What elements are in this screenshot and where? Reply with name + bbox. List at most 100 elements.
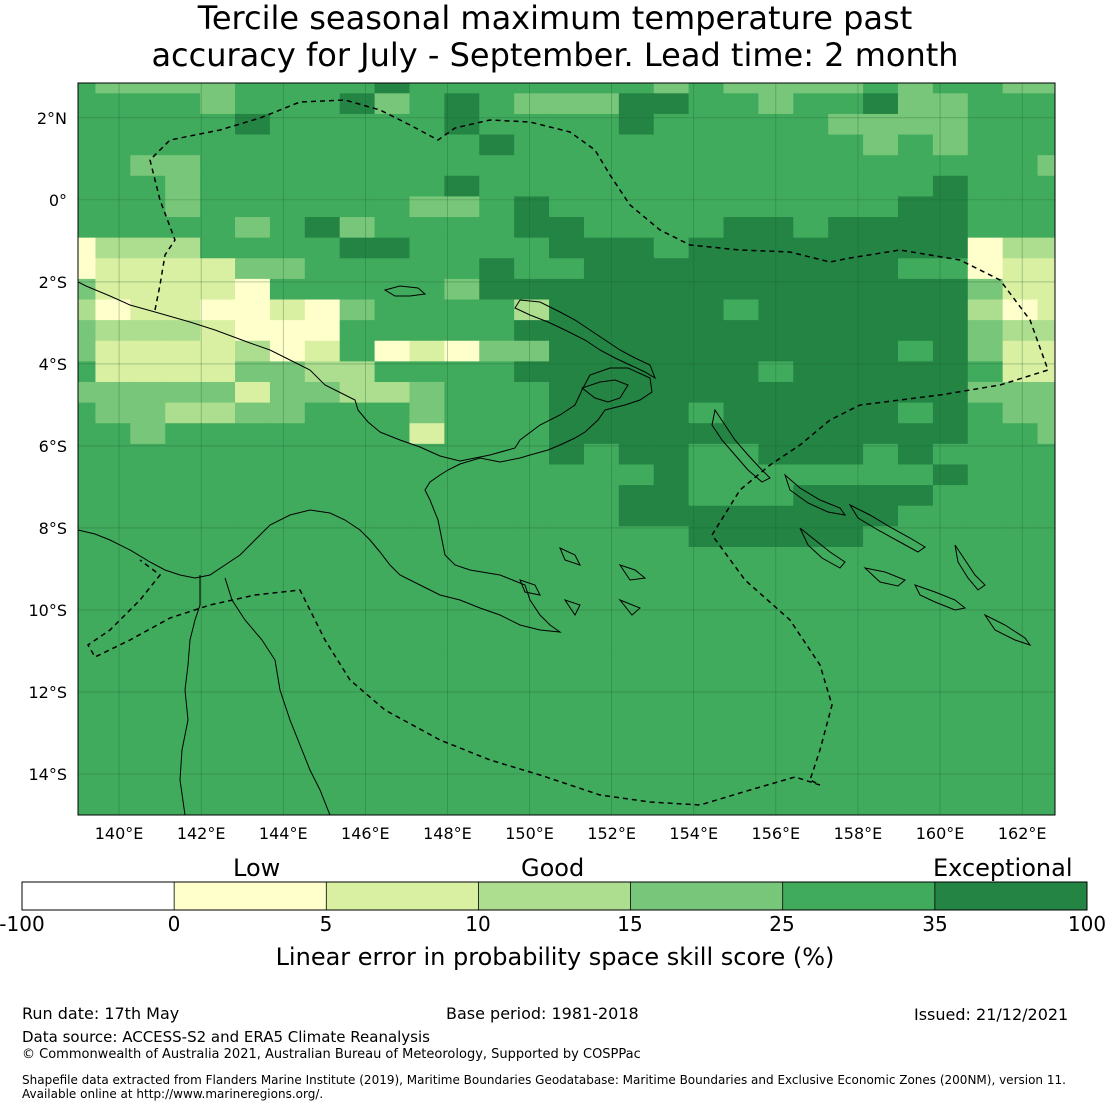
grid-cell <box>583 320 620 342</box>
grid-cell <box>235 258 271 280</box>
grid-cell <box>897 361 934 383</box>
grid-cell <box>95 402 131 424</box>
grid-cell <box>793 670 829 692</box>
grid-cell <box>269 83 306 94</box>
grid-cell <box>967 485 1004 507</box>
grid-cell <box>200 670 236 692</box>
grid-cell <box>78 299 97 321</box>
grid-cell <box>409 320 445 342</box>
grid-cell <box>793 423 829 445</box>
grid-cell <box>130 278 166 301</box>
grid-cell <box>793 83 829 94</box>
grid-cell <box>583 217 620 239</box>
grid-cell <box>339 443 376 466</box>
grid-cell <box>130 526 166 548</box>
grid-cell <box>165 464 201 486</box>
grid-cell <box>514 340 550 362</box>
grid-cell <box>653 505 690 527</box>
grid-cell <box>932 753 969 775</box>
colorbar-tick: 100 <box>1067 912 1107 936</box>
grid-cell <box>1002 217 1039 239</box>
grid-cell <box>967 732 1004 754</box>
grid-cell <box>339 670 376 692</box>
grid-cell <box>95 567 131 589</box>
grid-cell <box>95 773 131 795</box>
grid-cell <box>200 691 236 713</box>
grid-cell <box>583 299 620 321</box>
chart-title-line-1: Tercile seasonal maximum temperature pas… <box>197 0 913 37</box>
grid-cell <box>409 773 445 795</box>
grid-cell <box>304 175 341 198</box>
grid-cell <box>444 753 480 775</box>
grid-cell <box>304 546 341 569</box>
grid-cell <box>549 113 585 136</box>
grid-cell <box>828 299 864 321</box>
grid-cell <box>165 175 201 198</box>
grid-cell <box>409 526 445 548</box>
grid-cell <box>130 691 166 713</box>
grid-cell <box>653 402 690 424</box>
grid-cell <box>828 93 864 115</box>
grid-cell <box>479 546 515 569</box>
grid-cell <box>932 485 969 507</box>
grid-cell <box>479 691 515 713</box>
grid-cell <box>78 217 97 239</box>
grid-cell <box>165 93 201 115</box>
grid-cell <box>549 567 585 589</box>
grid-cell <box>967 588 1004 610</box>
grid-cell <box>932 299 969 321</box>
grid-cell <box>828 485 864 507</box>
longitude-label: 158°E <box>834 824 883 843</box>
grid-cell <box>688 794 725 815</box>
grid-cell <box>897 340 934 362</box>
grid-cell <box>793 608 829 631</box>
grid-cell <box>374 464 411 486</box>
grid-cell <box>374 237 411 259</box>
grid-cell <box>409 299 445 321</box>
grid-cell <box>828 258 864 280</box>
grid-cell <box>130 320 166 342</box>
grid-cell <box>967 340 1004 362</box>
grid-cell <box>932 670 969 692</box>
grid-cell <box>897 588 934 610</box>
grid-cell <box>1002 794 1039 815</box>
grid-cell <box>130 773 166 795</box>
coastline-manus <box>383 285 427 297</box>
grid-cell <box>78 381 97 404</box>
grid-cell <box>653 608 690 631</box>
grid-cell <box>549 83 585 94</box>
grid-cell <box>78 629 97 651</box>
grid-cell <box>409 546 445 569</box>
grid-cell <box>653 443 690 466</box>
grid-cell <box>339 155 376 177</box>
grid-cell <box>863 691 899 713</box>
grid-cell <box>653 670 690 692</box>
grid-cell <box>78 794 97 815</box>
grid-cell <box>409 443 445 466</box>
grid-cell <box>444 567 480 589</box>
grid-cell <box>165 608 201 631</box>
grid-cell <box>967 691 1004 713</box>
grid-cell <box>304 732 341 754</box>
grid-cell <box>583 670 620 692</box>
grid-cell <box>165 443 201 466</box>
grid-cell <box>304 443 341 466</box>
grid-cell <box>863 278 899 301</box>
grid-cell <box>304 113 341 136</box>
grid-cell <box>479 526 515 548</box>
grid-cell <box>967 237 1004 259</box>
grid-cell <box>1037 278 1055 301</box>
shapefile-credit-line-2: Available online at http://www.marinereg… <box>22 1087 324 1101</box>
grid-cell <box>897 608 934 631</box>
grid-cell <box>339 588 376 610</box>
grid-cell <box>723 526 760 548</box>
grid-cell <box>200 650 236 672</box>
grid-cell <box>130 629 166 651</box>
grid-cell <box>723 93 760 115</box>
grid-cell <box>828 753 864 775</box>
grid-cell <box>269 732 306 754</box>
grid-cell <box>932 650 969 672</box>
coastline-makira <box>914 584 967 611</box>
grid-cell <box>409 381 445 404</box>
grid-cell <box>304 217 341 239</box>
